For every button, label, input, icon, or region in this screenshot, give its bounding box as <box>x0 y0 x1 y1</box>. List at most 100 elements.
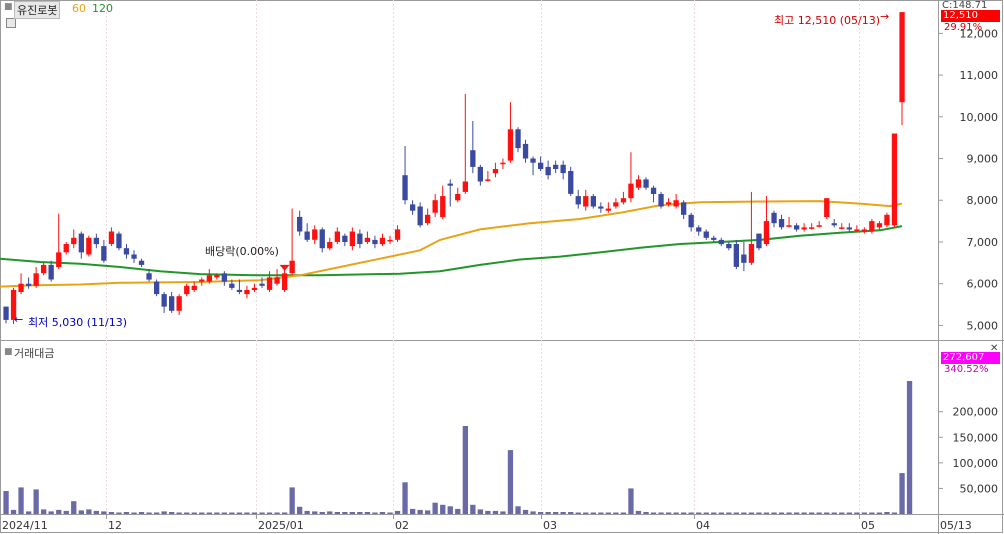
candle-body <box>319 229 325 249</box>
volume-bar <box>854 512 860 514</box>
candle-body <box>364 237 371 242</box>
volume-bar <box>312 511 318 514</box>
candle-body <box>650 187 657 194</box>
candle-body <box>342 235 348 242</box>
volume-bar <box>613 512 619 514</box>
candle-body <box>123 248 130 255</box>
volume-bar <box>33 489 39 514</box>
volume-bar <box>282 512 288 514</box>
candle-body <box>771 212 777 224</box>
volume-bar <box>748 512 755 514</box>
volume-bar <box>319 512 325 514</box>
volume-bar <box>334 512 340 514</box>
candle-body <box>251 287 258 290</box>
volume-bar <box>63 510 69 514</box>
candle-body <box>583 196 589 207</box>
candle-body <box>63 244 69 253</box>
candle-body <box>440 196 446 217</box>
candle-body <box>816 225 822 227</box>
volume-bar <box>41 509 47 514</box>
candle-body <box>379 237 386 245</box>
candle-body <box>33 273 39 286</box>
volume-bar <box>575 512 581 514</box>
y-tick-label: 12,000 <box>960 27 999 40</box>
candle-body <box>846 227 852 230</box>
candle-body <box>199 279 205 282</box>
candle-body <box>191 285 197 290</box>
volume-bar <box>568 512 574 514</box>
candle-body <box>282 273 288 290</box>
volume-bar <box>417 509 423 514</box>
volume-bar <box>304 510 310 514</box>
volume-bar <box>620 512 627 514</box>
ma60-line <box>0 200 903 288</box>
legend-ma60: 60 <box>72 2 86 15</box>
candle-body <box>673 200 679 207</box>
candle-body <box>101 246 107 261</box>
volume-bar <box>78 510 84 514</box>
volume-bar <box>342 512 348 514</box>
candle-body <box>3 306 9 320</box>
volume-bar <box>507 450 514 514</box>
candle-body <box>620 198 627 203</box>
candle-body <box>681 202 687 215</box>
volume-bar <box>809 512 815 514</box>
candle-body <box>598 206 604 209</box>
candle-body <box>236 289 243 292</box>
volume-bar <box>485 510 491 514</box>
volume-bar <box>184 512 190 514</box>
volume-legend-title: 거래대금 <box>14 347 55 360</box>
volume-bar <box>666 512 672 514</box>
volume-bar <box>372 512 378 514</box>
volume-bar <box>410 508 416 514</box>
volume-bar <box>628 488 634 514</box>
volume-bar <box>440 504 446 514</box>
volume-bar <box>545 512 551 514</box>
legend-title: 유진로봇 <box>14 1 61 19</box>
volume-bar <box>138 512 145 514</box>
volume-bar <box>259 512 265 514</box>
candle-body <box>869 221 875 232</box>
x-tick-label: 05/13 <box>940 519 972 532</box>
panel-settings-button[interactable] <box>6 18 16 28</box>
candle-body <box>169 296 175 311</box>
volume-panel-close-icon[interactable]: ✕ <box>990 343 999 354</box>
volume-bar <box>831 512 837 514</box>
x-tick-label: 2024/11 <box>2 519 48 532</box>
volume-bar <box>635 510 642 514</box>
candle-body <box>274 277 280 284</box>
candle-body <box>628 183 634 199</box>
volume-bar <box>884 512 890 514</box>
volume-bar <box>131 512 137 514</box>
volume-bar <box>696 512 702 514</box>
volume-bar <box>191 512 197 514</box>
candle-body <box>605 208 611 211</box>
volume-bar <box>861 512 867 514</box>
low-arrow-icon: ← <box>14 313 24 326</box>
candle-body <box>560 164 566 174</box>
volume-bar <box>86 509 92 514</box>
ma120-line <box>0 225 903 277</box>
candle-body <box>470 150 476 167</box>
volume-bar <box>221 512 227 514</box>
volume-bar <box>703 512 709 514</box>
volume-bar <box>650 512 657 514</box>
high-arrow-icon: → <box>880 10 890 23</box>
candle-body <box>801 227 807 230</box>
candle-body <box>718 239 724 245</box>
candle-body <box>477 166 483 182</box>
candle-body <box>131 254 137 259</box>
candle-body <box>854 229 860 231</box>
candle-body <box>884 214 890 226</box>
volume-bar <box>364 512 371 514</box>
candle-body <box>899 12 905 103</box>
candle-body <box>455 194 461 201</box>
volume-bar <box>681 512 687 514</box>
candle-body <box>711 237 717 240</box>
candle-body <box>349 231 355 247</box>
volume-bar <box>470 504 476 514</box>
candle-body <box>161 294 167 307</box>
candle-body <box>794 225 800 230</box>
